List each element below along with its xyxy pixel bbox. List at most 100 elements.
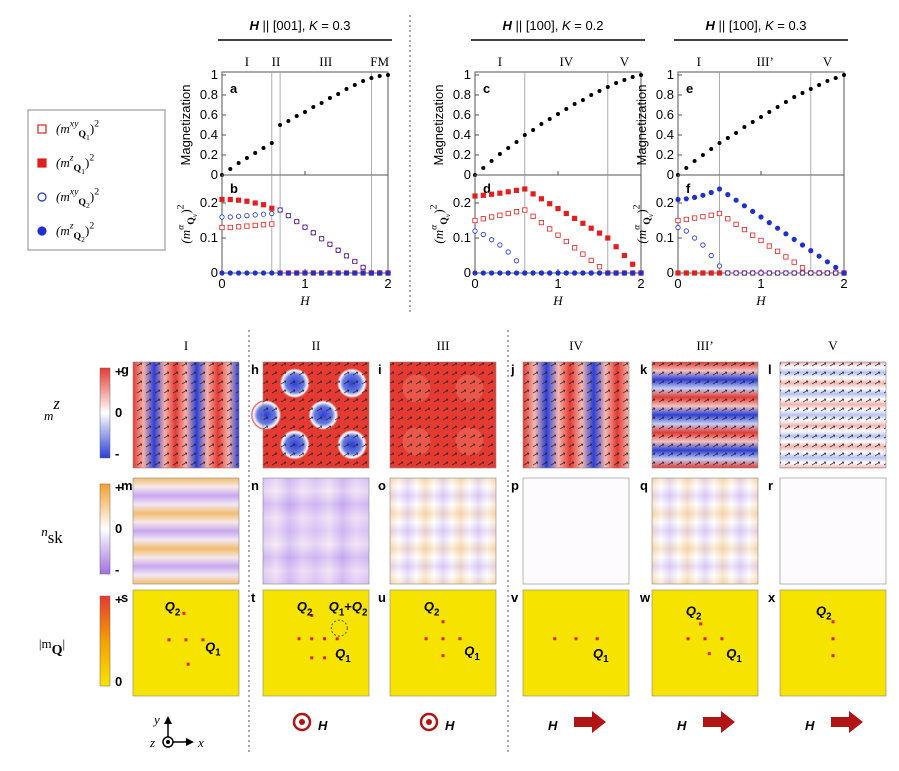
- phase-column-label: I: [184, 338, 188, 353]
- marker: [497, 242, 503, 248]
- text-part: Q: [186, 217, 197, 225]
- marker: [530, 213, 536, 219]
- map-panel: [780, 362, 886, 468]
- marker: [352, 258, 358, 265]
- marker: [344, 87, 349, 92]
- marker: [343, 270, 350, 276]
- marker: [522, 132, 527, 137]
- marker: [833, 76, 838, 81]
- marker: [791, 259, 797, 265]
- fourier-peak: [441, 620, 445, 624]
- marker: [319, 101, 324, 106]
- q-label: Q2: [297, 599, 313, 618]
- text-part: (m: [56, 155, 70, 170]
- marker: [563, 270, 569, 276]
- text-part: Q: [642, 217, 653, 225]
- marker: [260, 202, 267, 208]
- field-arrow: [574, 711, 606, 733]
- field-label: H: [677, 718, 687, 733]
- marker: [277, 270, 283, 276]
- field-label: H: [805, 718, 815, 733]
- marker: [335, 247, 341, 253]
- text-part: Q: [165, 599, 175, 614]
- marker: [580, 270, 586, 276]
- field-arrow: [831, 711, 863, 733]
- panel-letter: k: [640, 362, 648, 377]
- y-axis-label: Magnetization: [178, 85, 193, 166]
- text-part: ): [178, 209, 193, 213]
- marker: [817, 83, 822, 88]
- marker: [236, 213, 242, 219]
- text-part: ): [431, 209, 446, 213]
- text-part: Q: [74, 163, 82, 174]
- q-label: Q1: [335, 646, 351, 665]
- y-tick-label: 0.2: [656, 147, 674, 162]
- marker: [725, 270, 731, 276]
- text-part: (m: [56, 223, 70, 238]
- text-part: Q: [816, 603, 826, 618]
- y-tick-label: 0.2: [453, 195, 471, 210]
- text-part: (m: [56, 189, 70, 204]
- text-part: K: [562, 18, 572, 33]
- marker: [505, 189, 511, 195]
- marker: [497, 190, 503, 196]
- marker: [709, 146, 714, 151]
- marker: [588, 225, 594, 231]
- marker: [481, 165, 486, 170]
- legend-label: (mzQ2)2: [56, 221, 94, 244]
- y-axis-label: (mαQν)2: [632, 204, 655, 243]
- phase-label: FM: [370, 54, 389, 69]
- marker: [480, 216, 486, 222]
- panel-frame: [522, 589, 630, 697]
- panel-frame: [779, 361, 887, 469]
- text-part: K: [765, 18, 775, 33]
- text-part: ): [634, 209, 649, 213]
- marker: [294, 270, 300, 276]
- marker: [683, 216, 689, 223]
- marker: [252, 200, 258, 206]
- y-tick-label: 0: [211, 265, 218, 280]
- marker: [733, 270, 739, 276]
- text-part: ν: [646, 213, 655, 217]
- text-part: 2: [307, 607, 313, 618]
- text-part: α: [176, 224, 187, 230]
- marker: [352, 83, 357, 88]
- panel-letter: g: [121, 362, 129, 377]
- legend-label: (mxyQ1)2: [56, 119, 99, 142]
- marker: [260, 270, 267, 276]
- text-part: 1: [603, 654, 609, 665]
- fourier-peak: [186, 662, 190, 666]
- phase-label: III’: [756, 54, 773, 69]
- marker: [227, 214, 233, 220]
- panel-letter: w: [639, 590, 651, 605]
- y-tick-label: 1: [211, 67, 218, 82]
- marker: [758, 237, 764, 244]
- phase-label: I: [697, 54, 701, 69]
- marker: [741, 203, 748, 209]
- map-panel: [390, 590, 496, 696]
- y-axis-label: Magnetization: [431, 85, 446, 166]
- panel-letter: e: [686, 81, 693, 96]
- marker: [37, 158, 47, 168]
- fourier-peak: [201, 638, 205, 642]
- marker: [700, 192, 706, 198]
- marker: [833, 270, 839, 276]
- x-tick-label: 0: [471, 276, 478, 291]
- marker: [260, 211, 267, 217]
- marker: [538, 270, 545, 276]
- marker: [538, 219, 545, 226]
- marker: [692, 270, 698, 276]
- marker: [285, 270, 291, 276]
- text-part: H: [299, 293, 310, 308]
- x-tick-label: 0: [674, 276, 681, 291]
- marker: [605, 235, 611, 241]
- marker: [639, 73, 644, 78]
- field-out-of-plane: [292, 712, 312, 732]
- marker: [614, 81, 619, 86]
- marker: [816, 253, 822, 259]
- field-label: H: [445, 718, 455, 733]
- text-part: ): [90, 189, 94, 204]
- panel-frame: [389, 477, 497, 585]
- text-part: H: [502, 18, 512, 33]
- text-part: K: [309, 18, 319, 33]
